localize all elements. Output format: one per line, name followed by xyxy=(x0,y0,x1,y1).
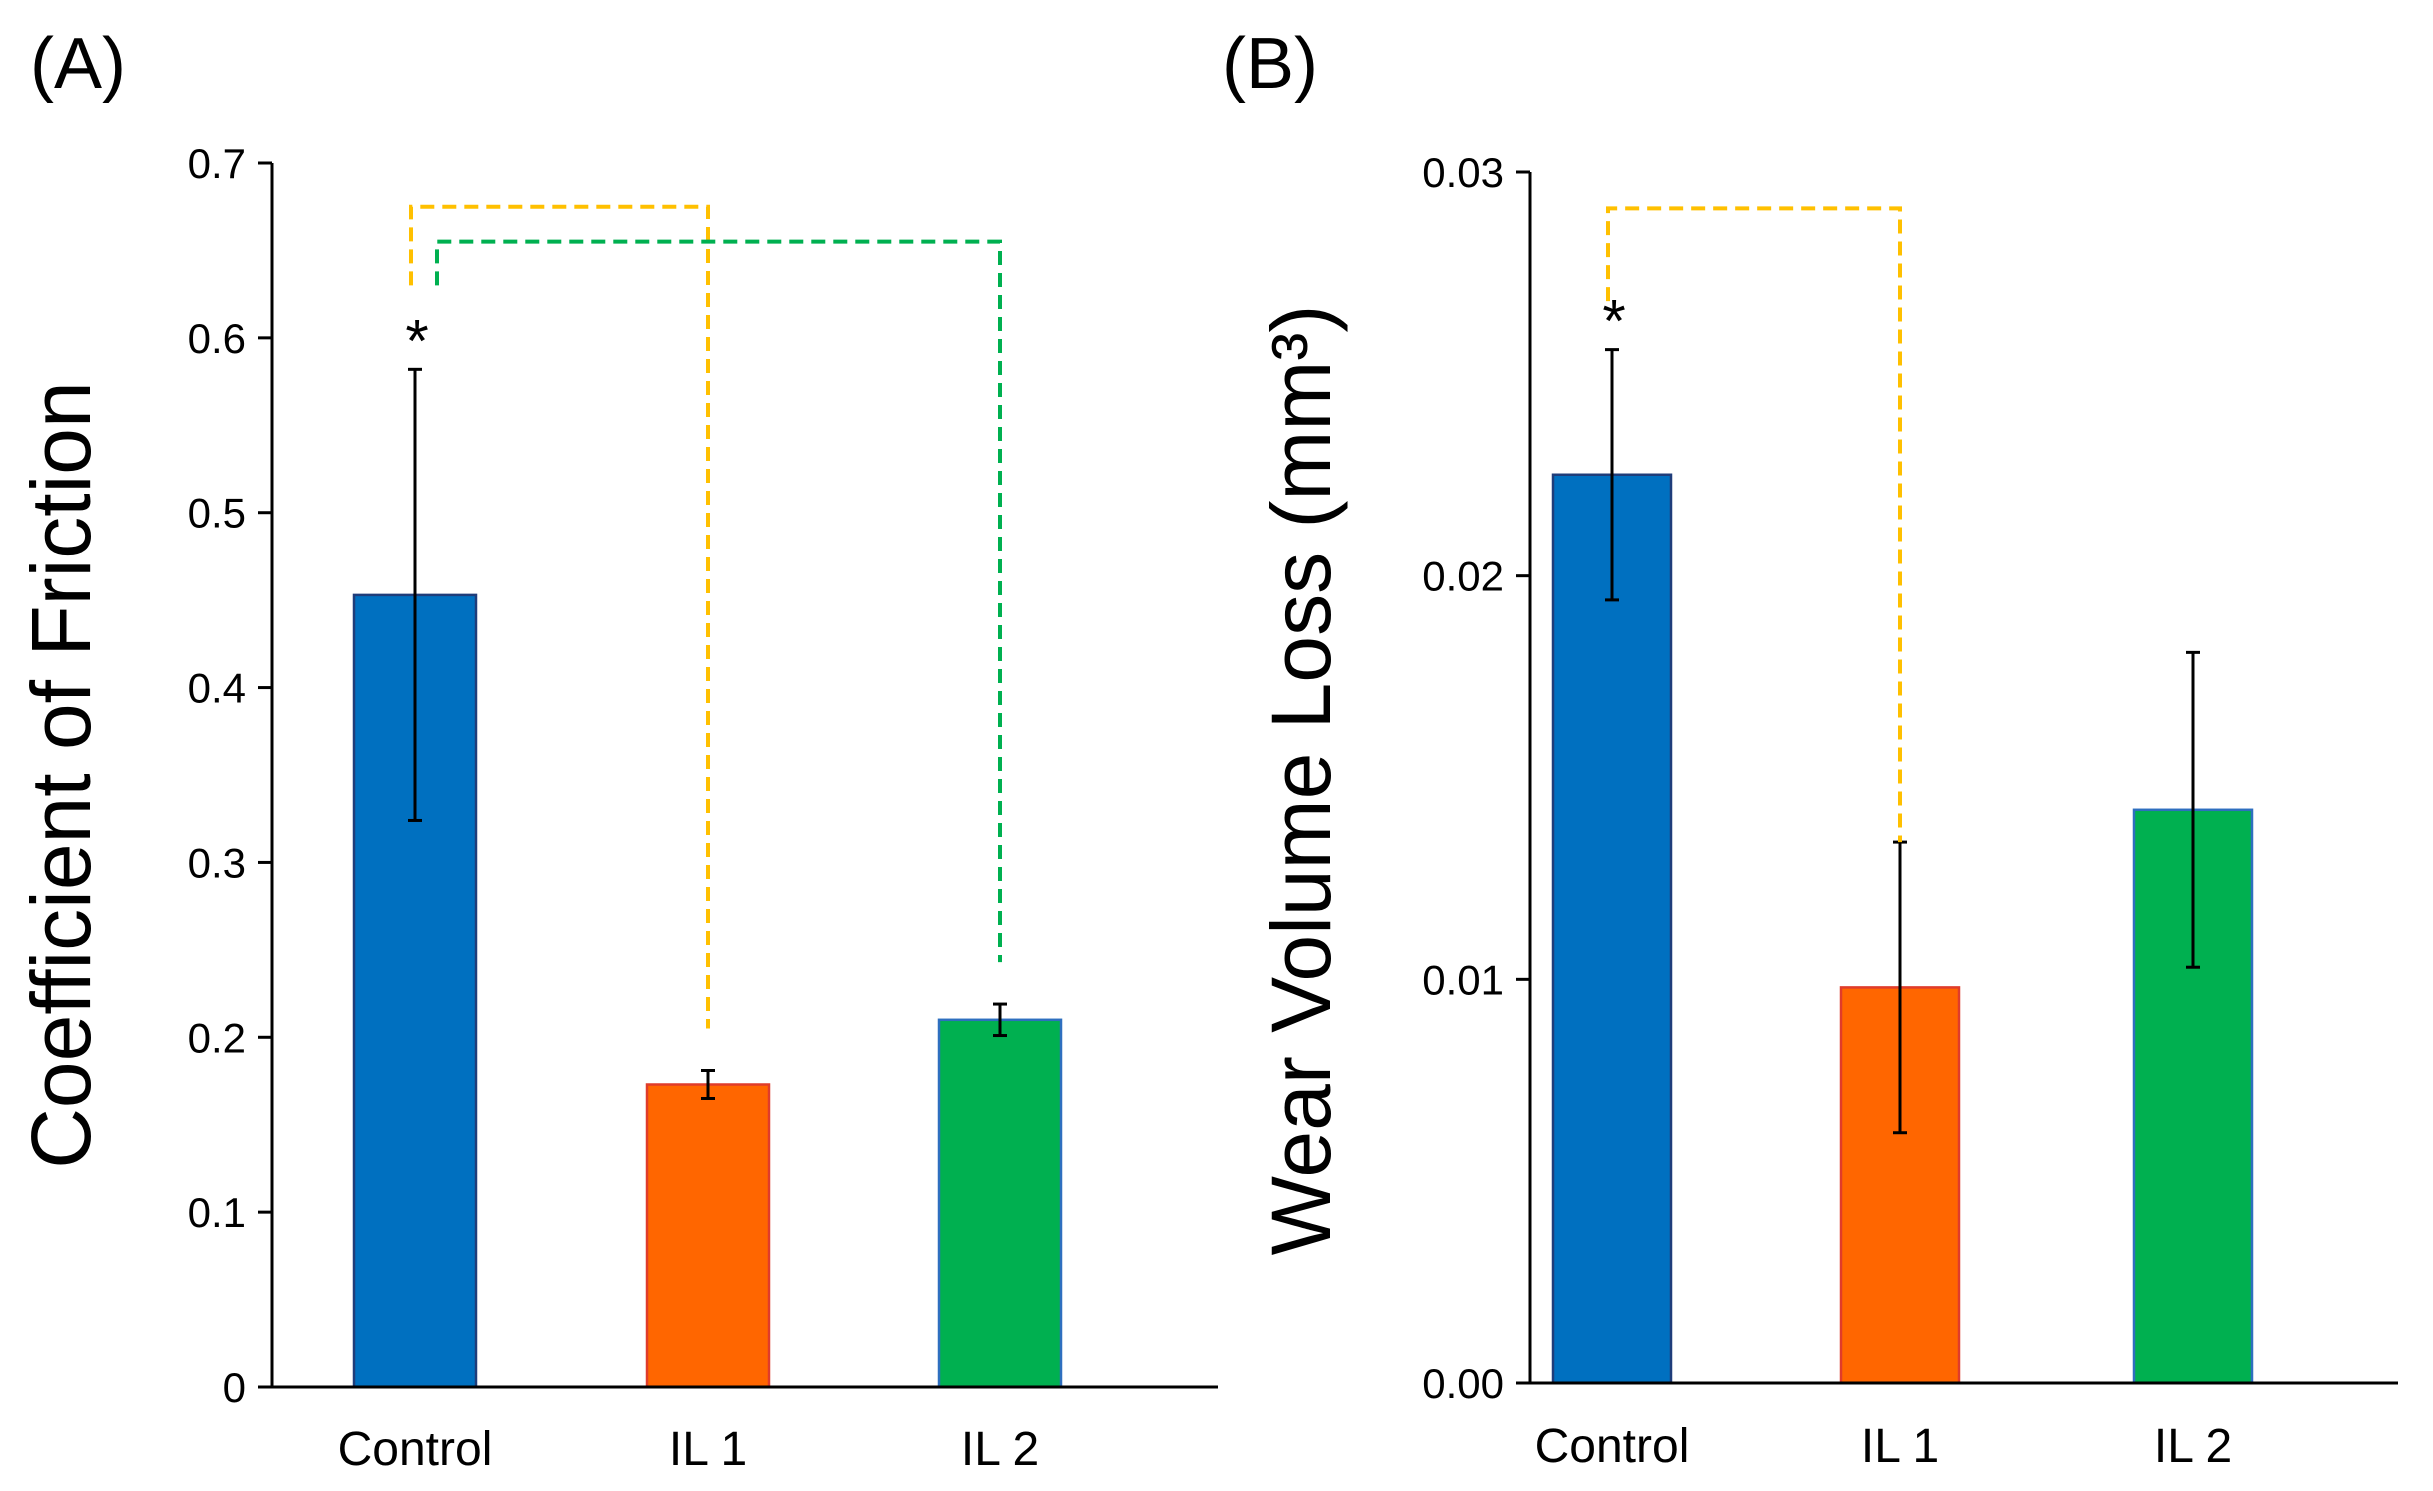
error-bar-il-2 xyxy=(993,1002,1007,1038)
x-tick-label: IL 1 xyxy=(1861,1420,1939,1473)
x-tick-label: IL 1 xyxy=(669,1423,747,1476)
error-bar-il-1 xyxy=(701,1069,715,1100)
bar-il-1 xyxy=(645,1083,771,1389)
y-axis-title: Wear Volume Loss (mm³) xyxy=(1254,305,1348,1256)
y-tick-label: 0.1 xyxy=(188,1189,246,1236)
panel-a-chart: (A) Coefficient of Friction * 0 0.1 0.2 0.3 0.4… xyxy=(14,24,1218,1476)
y-tick-label: 0.2 xyxy=(188,1014,246,1061)
y-tick-label: 0.01 xyxy=(1422,956,1504,1003)
y-tick-label: 0.4 xyxy=(188,665,246,712)
significance-bracket xyxy=(435,239,1002,963)
y-tick-label: 0.6 xyxy=(188,315,246,362)
y-tick-label: 0.02 xyxy=(1422,553,1504,600)
significance-asterisk: * xyxy=(1602,288,1625,355)
bar-control xyxy=(1551,473,1673,1385)
x-tick-label: IL 2 xyxy=(2154,1420,2232,1473)
x-tick-label: Control xyxy=(1535,1420,1690,1473)
y-tick-label: 0.5 xyxy=(188,490,246,537)
significance-asterisk: * xyxy=(405,307,428,374)
panel-b-chart: (B) Wear Volume Loss (mm³) * 0.00 0.01 0.02 0.… xyxy=(1222,24,2398,1473)
y-tick-label: 0.00 xyxy=(1422,1360,1504,1407)
x-tick-label: Control xyxy=(338,1423,493,1476)
error-bar-il-2 xyxy=(2186,650,2200,969)
x-tick-label: IL 2 xyxy=(961,1423,1039,1476)
bar-il-2 xyxy=(937,1018,1063,1389)
y-tick-label: 0 xyxy=(223,1364,246,1411)
error-bar-control xyxy=(1605,348,1619,602)
y-tick-label: 0.3 xyxy=(188,839,246,886)
error-bar-control xyxy=(408,367,422,822)
y-axis-title: Coefficient of Friction xyxy=(14,381,108,1168)
y-tick-label: 0.03 xyxy=(1422,149,1504,196)
panel-label: (B) xyxy=(1222,24,1318,104)
significance-bracket xyxy=(409,204,710,1029)
panel-label: (A) xyxy=(30,24,126,104)
y-tick-label: 0.7 xyxy=(188,140,246,187)
significance-bracket xyxy=(1606,206,1902,843)
